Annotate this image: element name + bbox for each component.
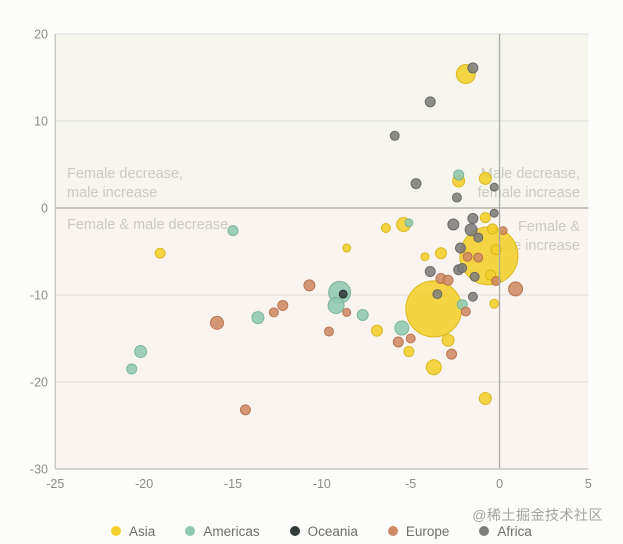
legend-item-europe[interactable]: Europe [387,523,450,539]
data-point-asia[interactable] [478,171,492,185]
data-point-europe[interactable] [473,252,484,263]
data-point-asia[interactable] [434,247,447,260]
data-point-asia[interactable] [342,243,352,253]
data-point-americas[interactable] [327,296,345,314]
data-point-asia[interactable] [154,247,166,259]
data-point-americas[interactable] [134,345,148,359]
data-point-europe[interactable] [210,315,225,330]
data-point-asia[interactable] [441,333,455,347]
data-point-europe[interactable] [462,251,473,262]
data-point-americas[interactable] [404,218,414,228]
data-point-americas[interactable] [126,363,138,375]
data-point-africa[interactable] [464,223,478,237]
legend-dot-oceania [289,526,300,536]
legend-label: Africa [497,523,532,539]
data-point-asia[interactable] [486,223,498,235]
data-point-asia[interactable] [403,346,415,358]
legend-item-asia[interactable]: Asia [111,524,155,539]
legend-dot-americas [185,526,196,536]
legend-dot-africa [479,526,490,536]
axes [54,33,589,470]
data-point-europe[interactable] [323,326,334,337]
y-tick-label-10: 10 [34,115,48,129]
data-point-europe[interactable] [239,404,251,416]
data-point-europe[interactable] [405,333,416,344]
quadrant-labels: Female decrease, male increase Female & ma… [67,166,580,254]
y-tick-label-20: 20 [34,28,48,42]
legend-dot-europe [387,526,398,536]
data-point-europe[interactable] [446,348,458,360]
data-point-americas[interactable] [453,169,465,181]
data-point-asia[interactable] [425,359,442,376]
x-tick-label--15: -15 [224,477,242,491]
y-tick-label--30: -30 [30,463,48,477]
legend-label: Europe [405,523,450,539]
legend-label: Asia [129,523,156,539]
data-point-europe[interactable] [392,336,404,348]
data-point-asia[interactable] [370,324,383,337]
data-point-asia[interactable] [380,223,391,234]
data-point-americas[interactable] [227,225,239,237]
data-point-europe[interactable] [268,307,279,318]
tick-labels: 20 10 0 -10 -20 -30-25 -20 -15 -10 -5 0 5 [30,28,592,492]
data-points [126,62,524,416]
data-point-asia[interactable] [489,298,500,309]
data-point-americas[interactable] [394,320,410,336]
x-tick-label--5: -5 [405,477,416,491]
data-point-europe[interactable] [490,276,501,287]
data-point-asia[interactable] [420,252,430,262]
legend-item-americas[interactable]: Americas [185,523,260,539]
data-point-africa[interactable] [389,130,400,141]
data-point-africa[interactable] [467,62,479,74]
y-tick-label--20: -20 [30,376,48,390]
x-tick-label-5: 5 [585,477,592,491]
data-point-europe[interactable] [342,307,352,317]
data-point-africa[interactable] [473,232,484,243]
legend-label: Oceania [307,523,358,539]
data-point-americas[interactable] [356,309,369,322]
quadrant-label-top-left: Female decrease, male increase [67,166,183,201]
x-tick-label--20: -20 [135,477,153,491]
data-point-asia[interactable] [478,392,492,406]
legend: Asia Americas Oceania Europe Africa [10,519,623,543]
quadrant-label-bottom-left: Female & male decrease [67,217,228,233]
data-point-africa[interactable] [410,178,422,190]
data-point-africa[interactable] [467,212,479,224]
data-point-africa[interactable] [467,291,478,302]
data-point-africa[interactable] [489,182,499,192]
data-point-asia[interactable] [405,280,463,338]
data-point-europe[interactable] [498,226,508,236]
data-point-americas[interactable] [251,311,265,325]
data-point-africa[interactable] [469,271,480,282]
data-point-europe[interactable] [442,274,454,286]
x-tick-label-0: 0 [496,477,503,491]
legend-dot-asia [111,526,122,536]
data-point-africa[interactable] [424,266,436,278]
data-point-europe[interactable] [277,299,289,311]
data-point-asia[interactable] [479,212,491,224]
data-point-africa[interactable] [451,192,462,203]
data-point-oceania[interactable] [338,289,348,299]
data-point-africa[interactable] [424,96,436,108]
y-tick-label-0: 0 [41,202,48,216]
chart-canvas: Female decrease, male increase Female & ma… [30,28,592,492]
y-tick-label--10: -10 [30,289,48,303]
data-point-africa[interactable] [489,208,499,218]
legend-item-oceania[interactable]: Oceania [289,523,358,539]
legend-item-africa[interactable]: Africa [479,524,532,539]
data-point-europe[interactable] [460,306,471,317]
data-point-africa[interactable] [447,218,460,231]
legend-label: Americas [203,523,260,539]
quadrant-label-top-right: Male decrease, female increase [478,166,580,201]
x-tick-label--10: -10 [313,477,331,491]
data-point-asia[interactable] [490,244,502,256]
x-tick-label--25: -25 [46,477,64,491]
data-point-africa[interactable] [457,263,468,274]
data-point-africa[interactable] [432,289,443,300]
data-point-europe[interactable] [303,279,316,292]
data-point-africa[interactable] [454,242,466,254]
data-point-europe[interactable] [508,281,524,297]
